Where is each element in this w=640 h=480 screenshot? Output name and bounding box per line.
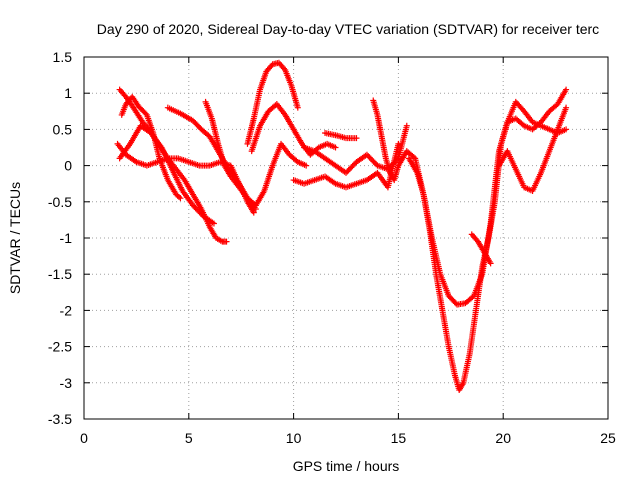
data-point: [369, 157, 376, 164]
data-point: [452, 300, 459, 307]
data-point: [469, 294, 476, 301]
data-point: [392, 158, 399, 165]
y-tick-label: -2: [60, 302, 73, 318]
data-point: [193, 206, 200, 213]
x-axis-label: GPS time / hours: [293, 458, 400, 474]
data-point: [348, 164, 355, 171]
data-point: [394, 156, 401, 163]
y-tick-label: -1: [60, 230, 73, 246]
data-point: [346, 165, 353, 172]
x-tick-label: 0: [80, 430, 88, 446]
data-point: [303, 162, 310, 169]
data-point: [395, 140, 402, 147]
y-tick-label: 0: [64, 158, 72, 174]
series-track-16: [504, 98, 570, 137]
grid-lines: [84, 57, 608, 419]
data-point: [345, 167, 352, 174]
data-point: [195, 207, 202, 214]
data-point: [177, 195, 184, 202]
data-point: [142, 110, 149, 117]
data-point: [519, 121, 526, 128]
data-point: [563, 104, 570, 111]
x-tick-label: 15: [391, 430, 407, 446]
data-point: [365, 153, 372, 160]
data-point: [344, 168, 351, 175]
y-tick-label: 1: [64, 85, 72, 101]
data-point: [350, 161, 357, 168]
data-point: [563, 126, 570, 133]
data-point: [363, 151, 370, 158]
data-point: [189, 202, 196, 209]
data-point: [294, 104, 301, 111]
x-tick-label: 10: [286, 430, 302, 446]
x-tick-label: 5: [185, 430, 193, 446]
data-point: [332, 144, 339, 151]
y-tick-label: 0.5: [53, 121, 73, 137]
series-track-7: [244, 59, 301, 147]
y-tick-label: -0.5: [48, 194, 72, 210]
y-tick-label: 1.5: [53, 49, 73, 65]
series-track-6: [202, 98, 310, 209]
series-track-13: [405, 119, 511, 394]
series-track-14: [468, 231, 494, 267]
data-point: [250, 209, 257, 216]
data-point: [370, 158, 377, 165]
data-point: [192, 205, 199, 212]
axis-ticks: 0 5 10 15 20 25 -3.5 -3 -2.5 -2 -1.5 -1 -0.5 0 0.5 1 1.5: [48, 49, 616, 446]
series-track-10: [301, 122, 410, 176]
plot-frame: [83, 56, 609, 420]
data-point: [197, 210, 204, 217]
data-points: [114, 59, 570, 394]
series-track-3: [116, 122, 217, 227]
data-point: [343, 169, 349, 176]
data-point: [563, 86, 570, 93]
data-point: [176, 193, 183, 200]
x-tick-label: 25: [600, 430, 616, 446]
data-point: [353, 135, 360, 142]
data-point: [373, 161, 380, 168]
data-point: [391, 159, 398, 166]
data-point: [410, 154, 417, 161]
y-tick-label: -3.5: [48, 411, 72, 427]
data-point: [390, 160, 397, 167]
data-point: [223, 238, 230, 245]
data-point: [191, 203, 198, 210]
data-point: [371, 159, 378, 166]
data-point: [210, 220, 217, 227]
data-point: [293, 157, 300, 164]
y-tick-label: -3: [60, 375, 73, 391]
y-axis-label: SDTVAR / TECUs: [7, 182, 23, 294]
data-point: [366, 154, 373, 161]
series-track-4: [118, 93, 184, 202]
series-track-11: [322, 130, 360, 142]
y-tick-label: -1.5: [48, 266, 72, 282]
chart-title: Day 290 of 2020, Sidereal Day-to-day VTE…: [97, 21, 599, 37]
data-point: [196, 209, 203, 216]
y-tick-label: -2.5: [48, 339, 72, 355]
data-point: [349, 163, 356, 170]
data-point: [487, 260, 494, 267]
x-tick-label: 20: [495, 430, 511, 446]
data-point: [367, 155, 374, 162]
data-point: [403, 122, 410, 129]
